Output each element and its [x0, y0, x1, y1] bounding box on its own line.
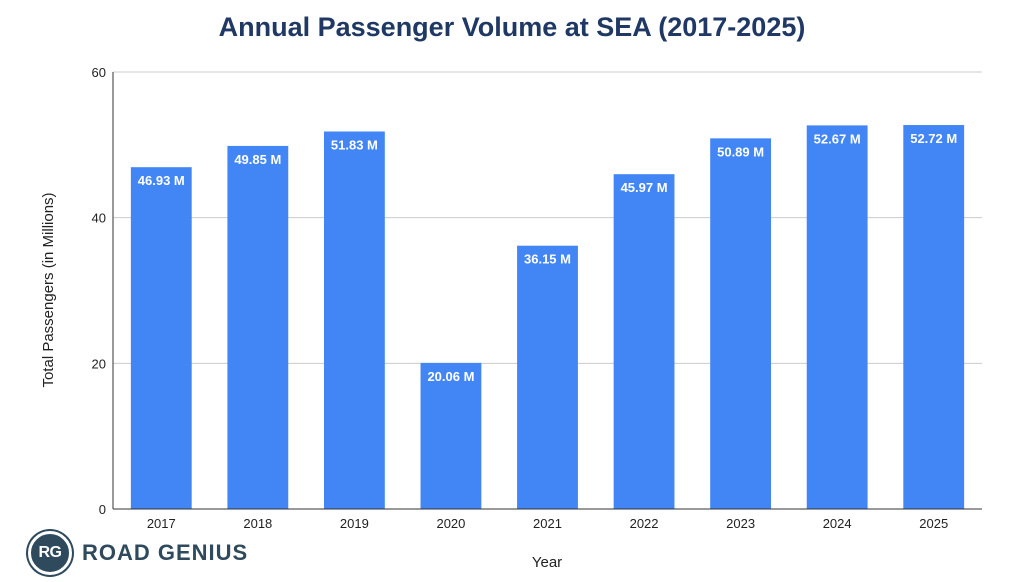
bar-2020 — [420, 362, 482, 509]
x-tick-label-2024: 2024 — [823, 516, 852, 531]
x-tick-label-2023: 2023 — [726, 516, 755, 531]
chart-title: Annual Passenger Volume at SEA (2017-202… — [218, 12, 806, 42]
x-tick-label-2025: 2025 — [919, 516, 948, 531]
bar-2024 — [806, 125, 868, 509]
road-genius-logo: RG ROAD GENIUS — [28, 531, 248, 575]
y-tick-label: 40 — [92, 211, 106, 226]
data-label-2018: 49.85 M — [234, 152, 281, 167]
bar-2025 — [903, 125, 965, 509]
x-tick-label-2018: 2018 — [243, 516, 272, 531]
y-tick-label: 0 — [99, 502, 106, 517]
data-label-2017: 46.93 M — [138, 173, 185, 188]
bars — [130, 125, 965, 510]
axes: 0 20 40 60 2017 2018 2019 2020 2021 2022 2023 2024 2… — [92, 65, 982, 531]
data-label-2019: 51.83 M — [331, 138, 378, 153]
bar-2019 — [323, 131, 385, 510]
data-label-2022: 45.97 M — [621, 180, 668, 195]
data-label-2024: 52.67 M — [814, 131, 861, 146]
x-axis-title: Year — [532, 554, 562, 571]
rg-badge-icon: RG — [28, 531, 72, 575]
bar-2022 — [613, 174, 675, 509]
x-tick-label-2017: 2017 — [147, 516, 176, 531]
x-tick-label-2022: 2022 — [630, 516, 659, 531]
x-tick-label-2021: 2021 — [533, 516, 562, 531]
x-tick-label-2019: 2019 — [340, 516, 369, 531]
y-tick-label: 20 — [92, 356, 106, 371]
y-axis-title: Total Passengers (in Millions) — [40, 192, 57, 387]
logo-text: ROAD GENIUS — [82, 540, 249, 565]
y-tick-label: 60 — [92, 65, 106, 80]
x-tick-label-2020: 2020 — [436, 516, 465, 531]
data-labels: 46.93 M 49.85 M 51.83 M 20.06 M 36.15 M 45.97… — [138, 131, 957, 384]
bar-2018 — [227, 145, 289, 509]
data-label-2025: 52.72 M — [910, 131, 957, 146]
data-label-2021: 36.15 M — [524, 252, 571, 267]
bar-2021 — [517, 245, 578, 509]
bar-2017 — [130, 167, 192, 509]
data-label-2023: 50.89 M — [717, 144, 764, 159]
bar-2023 — [710, 138, 772, 509]
data-label-2020: 20.06 M — [427, 369, 474, 384]
